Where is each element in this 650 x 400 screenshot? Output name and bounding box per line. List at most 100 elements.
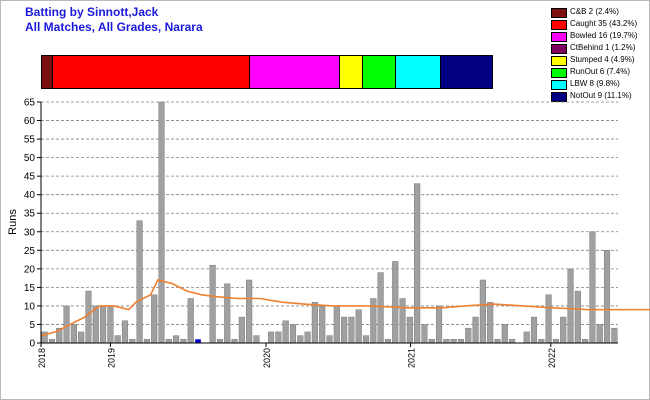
- bar: [530, 316, 538, 344]
- y-tick-label: 25: [24, 246, 36, 257]
- legend-label: Stumped 4 (4.9%): [570, 55, 635, 64]
- legend-swatch: [551, 20, 567, 30]
- bar: [319, 305, 326, 344]
- dismissal-segment-notout: [441, 56, 492, 88]
- legend-label: Caught 35 (43.2%): [570, 19, 638, 28]
- y-tick-label: 20: [24, 264, 36, 275]
- bar: [100, 305, 107, 344]
- bar: [523, 331, 530, 344]
- legend-label: NotOut 9 (11.1%): [570, 91, 632, 100]
- bar: [421, 324, 428, 344]
- bar: [297, 335, 304, 344]
- average-line: [40, 279, 650, 337]
- bar: [107, 305, 114, 344]
- bar: [114, 335, 121, 344]
- bar-highlight: [195, 339, 201, 343]
- bar: [552, 339, 559, 344]
- bar: [180, 339, 187, 344]
- bar: [341, 316, 348, 344]
- legend-swatch: [551, 44, 567, 54]
- bar: [370, 298, 377, 344]
- bar: [465, 327, 472, 344]
- bar: [326, 335, 333, 344]
- grid-lines: [41, 101, 618, 325]
- bar: [545, 294, 552, 344]
- bar: [304, 331, 311, 344]
- chart-title: Batting by Sinnott,Jack: [25, 5, 159, 19]
- legend: C&B 2 (2.4%) Caught 35 (43.2%) Bowled 16 (…: [551, 6, 647, 102]
- legend-swatch: [551, 68, 567, 78]
- legend-label: LBW 8 (9.8%): [570, 79, 620, 88]
- y-tick-label: 65: [24, 98, 36, 109]
- legend-label: Bowled 16 (19.7%): [570, 31, 638, 40]
- y-tick-label: 35: [24, 209, 36, 220]
- bar: [362, 335, 370, 344]
- y-tick-label: 45: [24, 172, 36, 183]
- legend-item: NotOut 9 (11.1%): [551, 90, 647, 102]
- bar: [479, 279, 486, 344]
- axes: [40, 102, 618, 344]
- bar: [472, 316, 479, 344]
- y-tick-label: 0: [29, 339, 35, 350]
- bar: [457, 339, 465, 344]
- legend-swatch: [551, 80, 567, 90]
- legend-item: RunOut 6 (7.4%): [551, 66, 647, 78]
- bar: [48, 339, 56, 344]
- y-tick-label: 10: [24, 301, 36, 312]
- legend-swatch: [551, 56, 567, 66]
- y-tick-label: 40: [24, 190, 36, 201]
- dismissal-bar: [41, 55, 493, 89]
- bar: [501, 324, 508, 344]
- legend-item: LBW 8 (9.8%): [551, 78, 647, 90]
- bar: [603, 250, 611, 344]
- y-tick-label: 55: [24, 135, 36, 146]
- bar: [596, 324, 603, 344]
- x-tick-label: 2022: [547, 348, 557, 368]
- bar: [377, 272, 384, 344]
- bar: [436, 305, 443, 344]
- legend-item: Stumped 4 (4.9%): [551, 54, 647, 66]
- chart-subtitle: All Matches, All Grades, Narara: [25, 20, 203, 34]
- bar: [70, 324, 77, 344]
- legend-swatch: [551, 92, 567, 102]
- x-tick-label: 2018: [37, 348, 47, 368]
- legend-swatch: [551, 32, 567, 42]
- bar: [275, 331, 282, 344]
- legend-swatch: [551, 8, 567, 18]
- bar: [348, 316, 355, 344]
- bar: [209, 264, 216, 344]
- bar: [406, 316, 413, 344]
- y-tick-label: 60: [24, 116, 36, 127]
- bar: [268, 331, 275, 344]
- y-tick-labels: 0 5 10 15 20 25 30 35 40 45 50 55 60 65: [24, 98, 41, 350]
- bar: [311, 302, 318, 344]
- dismissal-segment-lbw: [396, 56, 442, 88]
- bar: [231, 339, 238, 344]
- dismissal-segment-stumped: [340, 56, 363, 88]
- legend-label: RunOut 6 (7.4%): [570, 67, 631, 76]
- bar: [238, 316, 245, 344]
- bar: [494, 339, 501, 344]
- dismissal-segment-runout: [362, 56, 397, 88]
- bar: [136, 220, 143, 344]
- legend-item: CtBehind 1 (1.2%): [551, 42, 647, 54]
- bar: [289, 324, 297, 344]
- dismissal-segment-caught: [52, 56, 251, 88]
- legend-item: Caught 35 (43.2%): [551, 18, 647, 30]
- bar: [355, 309, 362, 344]
- bar: [165, 339, 172, 344]
- bar: [85, 290, 92, 344]
- legend-label: CtBehind 1 (1.2%): [570, 43, 636, 52]
- x-tick-label: 2020: [262, 348, 272, 368]
- x-tick-label: 2021: [407, 348, 417, 368]
- bar: [384, 339, 391, 344]
- bar: [333, 305, 340, 344]
- bar: [414, 183, 421, 344]
- bar: [428, 339, 435, 344]
- bar: [187, 298, 194, 344]
- bar: [78, 331, 85, 344]
- dismissal-segment-c&b: [42, 56, 53, 88]
- bar: [450, 339, 457, 344]
- bar: [582, 339, 589, 344]
